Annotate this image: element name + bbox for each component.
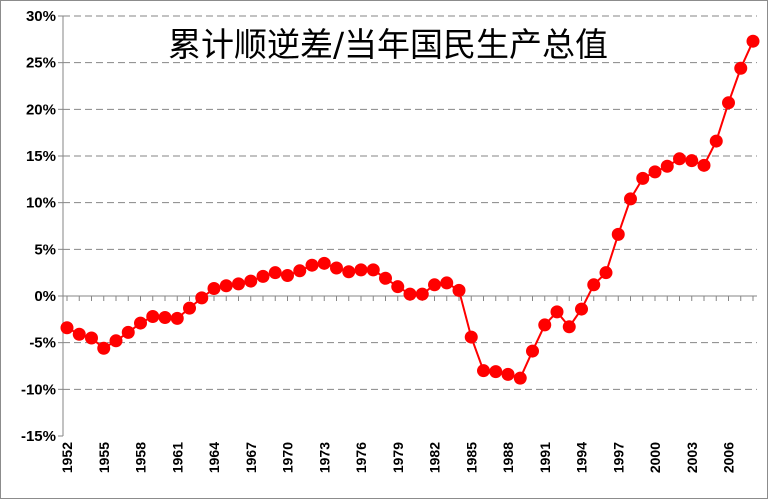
data-point xyxy=(317,256,331,270)
data-point xyxy=(170,311,184,325)
y-tick-label: 15% xyxy=(26,148,56,165)
x-tick-label: 1967 xyxy=(243,442,259,473)
data-point xyxy=(599,266,613,280)
gridlines xyxy=(63,15,757,390)
data-point xyxy=(281,268,294,282)
data-point xyxy=(207,282,221,296)
x-tick-label: 1988 xyxy=(500,442,516,473)
data-point xyxy=(305,258,319,272)
x-tick-label: 1970 xyxy=(280,442,296,473)
y-tick-label: 10% xyxy=(26,195,56,212)
y-tick-label: 20% xyxy=(26,101,56,118)
data-point xyxy=(660,159,674,173)
x-tick-label: 1961 xyxy=(169,442,185,473)
series-layer xyxy=(60,34,760,385)
data-point xyxy=(624,192,637,206)
y-tick-label: -10% xyxy=(21,381,56,398)
data-point xyxy=(391,280,405,294)
data-point xyxy=(452,283,466,297)
data-point xyxy=(562,320,576,334)
data-point xyxy=(685,154,699,168)
data-point xyxy=(60,321,74,335)
data-point xyxy=(709,134,723,148)
data-point xyxy=(538,318,552,332)
x-tick-label: 2000 xyxy=(647,442,663,473)
data-point xyxy=(722,96,735,110)
x-tick-label: 1952 xyxy=(59,442,75,473)
data-point xyxy=(440,276,454,290)
y-axis-tick-labels: 30% 25% 20% 15% 10% 5% 0% -5% -10% -15% xyxy=(21,8,56,445)
data-point xyxy=(746,34,760,48)
x-tick-label: 1964 xyxy=(206,442,222,473)
data-point xyxy=(97,341,111,355)
data-point xyxy=(734,61,748,75)
data-point xyxy=(464,330,478,344)
y-tick-label: 5% xyxy=(34,241,56,258)
axes xyxy=(58,15,757,437)
x-tick-label: 1991 xyxy=(537,442,553,473)
x-tick-label: 1979 xyxy=(390,442,406,473)
data-point xyxy=(134,316,147,330)
data-point xyxy=(611,227,625,241)
y-tick-label: 0% xyxy=(34,288,56,305)
data-point xyxy=(219,279,233,293)
data-point xyxy=(428,278,441,292)
data-point xyxy=(403,287,417,301)
data-point xyxy=(550,305,564,319)
y-tick-label: -15% xyxy=(21,428,56,445)
data-point xyxy=(268,266,282,280)
data-point xyxy=(183,301,196,315)
data-point xyxy=(526,344,539,358)
data-point xyxy=(293,264,307,278)
x-tick-label: 1985 xyxy=(463,442,479,473)
data-point xyxy=(501,367,515,381)
x-tick-label: 1958 xyxy=(133,442,149,473)
data-point xyxy=(158,310,172,324)
y-tick-label: 30% xyxy=(26,8,56,25)
data-point xyxy=(232,277,245,291)
data-point xyxy=(342,265,356,279)
data-point xyxy=(477,364,490,378)
x-tick-label: 1976 xyxy=(353,442,369,473)
data-point xyxy=(85,331,98,345)
data-point xyxy=(636,171,650,185)
x-tick-label: 1982 xyxy=(427,442,443,473)
data-point xyxy=(697,158,711,172)
chart-title: 累计顺逆差/当年国民生产总值 xyxy=(168,25,608,64)
y-tick-label: -5% xyxy=(29,335,56,352)
data-point xyxy=(256,269,270,283)
data-point xyxy=(72,327,86,341)
x-tick-label: 2003 xyxy=(684,442,700,473)
data-point xyxy=(146,310,160,324)
data-point xyxy=(575,302,588,316)
data-point xyxy=(366,263,380,277)
y-tick-label: 25% xyxy=(26,55,56,72)
data-point xyxy=(513,371,527,385)
x-axis-tick-labels: 1952 1955 1958 1961 1964 1967 1970 1973 1976 1979… xyxy=(59,442,737,473)
x-tick-label: 1973 xyxy=(316,442,332,473)
data-point xyxy=(379,271,392,285)
data-point xyxy=(244,274,258,288)
series-line xyxy=(66,40,754,380)
data-point xyxy=(195,291,209,305)
data-point xyxy=(109,334,123,348)
x-tick-label: 1955 xyxy=(96,442,112,473)
data-point xyxy=(673,152,686,166)
data-point xyxy=(648,165,662,179)
data-point xyxy=(415,287,429,301)
data-point xyxy=(121,325,135,339)
x-tick-label: 1994 xyxy=(574,442,590,473)
x-tick-label: 1997 xyxy=(610,442,626,473)
x-tick-label: 2006 xyxy=(721,442,737,473)
data-point xyxy=(587,278,601,292)
data-point xyxy=(354,263,368,277)
data-point xyxy=(489,365,503,379)
data-point xyxy=(330,261,343,275)
